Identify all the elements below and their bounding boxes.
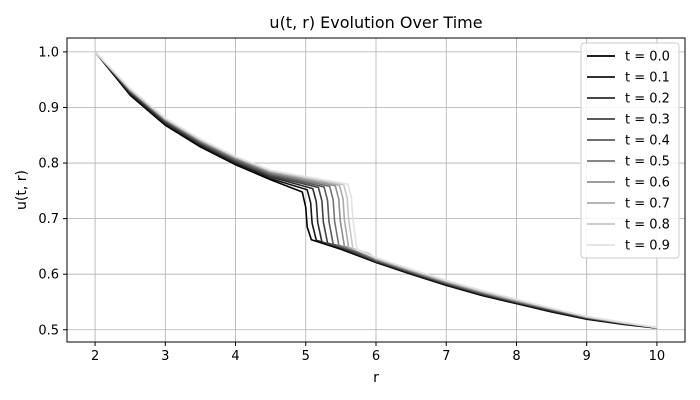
legend-label: t = 0.3 — [625, 113, 670, 128]
x-tick-label: 10 — [649, 349, 666, 364]
x-tick-label: 6 — [372, 349, 380, 364]
x-tick-label: 4 — [231, 349, 239, 364]
legend-box — [580, 42, 680, 259]
x-tick-label: 3 — [161, 349, 169, 364]
legend-label: t = 0.4 — [625, 134, 670, 149]
y-tick-label: 0.5 — [38, 323, 59, 338]
chart-title: u(t, r) Evolution Over Time — [269, 13, 482, 32]
legend-label: t = 0.5 — [625, 155, 670, 170]
x-tick-label: 7 — [442, 349, 450, 364]
legend-label: t = 0.0 — [625, 50, 670, 65]
series-line-9 — [94, 51, 658, 329]
legend: t = 0.0 t = 0.1 t = 0.2 t = 0.3 t = 0.4 t = 0… — [580, 42, 680, 259]
y-axis-label: u(t, r) — [14, 170, 30, 210]
y-tick-label: 0.7 — [38, 212, 59, 227]
y-tick-label: 0.8 — [38, 157, 59, 172]
x-tick-label: 8 — [512, 349, 520, 364]
y-tick-label: 0.6 — [38, 268, 59, 283]
y-tick-label: 0.9 — [38, 101, 59, 116]
legend-label: t = 0.1 — [625, 71, 670, 86]
legend-label: t = 0.9 — [625, 239, 670, 254]
y-tick-label: 1.0 — [38, 45, 59, 60]
legend-label: t = 0.6 — [625, 176, 670, 191]
x-tick-label: 5 — [302, 349, 310, 364]
legend-label: t = 0.8 — [625, 218, 670, 233]
series-lines — [94, 51, 658, 329]
x-tick-label: 2 — [91, 349, 99, 364]
x-tick-label: 9 — [583, 349, 591, 364]
axis-ticks: 2 3 4 5 6 7 8 9 10 0.5 0.6 0.7 0.8 0.9 1.0 — [38, 45, 665, 364]
legend-label: t = 0.7 — [625, 197, 670, 212]
legend-label: t = 0.2 — [625, 92, 670, 107]
x-axis-label: r — [373, 370, 379, 386]
